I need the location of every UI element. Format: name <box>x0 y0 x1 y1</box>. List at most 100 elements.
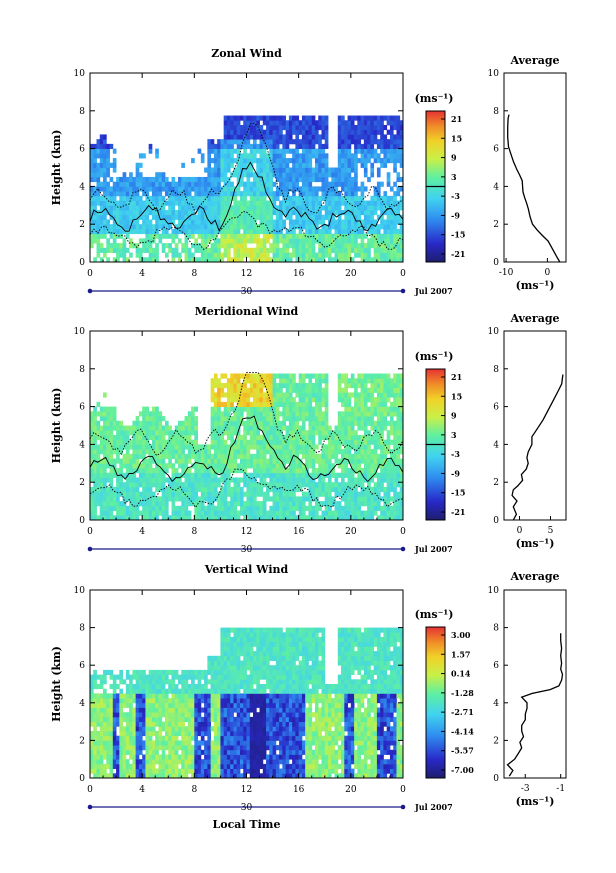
colorbar-unit: (ms⁻¹) <box>415 92 454 105</box>
day-label: 30 <box>241 803 253 813</box>
x-tick-label: 4 <box>139 269 145 279</box>
y-tick-label: 4 <box>79 182 85 192</box>
colorbar-tick-label: -15 <box>451 488 465 498</box>
avg-title: Average <box>509 54 559 67</box>
avg-y-tick-label: 2 <box>493 736 499 746</box>
avg-y-tick-label: 6 <box>493 145 499 155</box>
y-tick-label: 6 <box>79 661 85 671</box>
colorbar-tick-label: 3 <box>451 172 457 182</box>
avg-profile-line <box>507 114 561 263</box>
avg-frame <box>503 330 567 521</box>
avg-y-tick-label: 4 <box>493 182 499 192</box>
colorbar-tick-label: -3 <box>451 449 460 459</box>
y-tick-label: 2 <box>79 736 85 746</box>
month-label: Jul 2007 <box>414 286 453 296</box>
day-label: 30 <box>241 287 253 297</box>
y-tick-label: 8 <box>79 365 85 375</box>
colorbar-unit: (ms⁻¹) <box>415 608 454 621</box>
avg-y-tick-label: 4 <box>493 699 499 709</box>
month-label: Jul 2007 <box>414 544 453 554</box>
y-tick-label: 6 <box>79 403 85 413</box>
y-tick-label: 0 <box>79 516 85 526</box>
contour-0 <box>89 468 404 509</box>
y-tick-label: 10 <box>74 327 86 337</box>
avg-title: Average <box>509 312 559 325</box>
day-label: 30 <box>241 545 253 555</box>
avg-unit: (ms⁻¹) <box>516 795 555 808</box>
avg-x-tick-label: 5 <box>548 526 554 536</box>
avg-x-tick-label: 0 <box>517 526 523 536</box>
x-tick-label: 8 <box>191 785 197 795</box>
avg-y-tick-label: 8 <box>493 107 499 117</box>
colorbar-tick-label: 15 <box>451 133 462 143</box>
x-tick-label: 16 <box>293 269 305 279</box>
colorbar-unit: (ms⁻¹) <box>415 350 454 363</box>
x-axis-label: Local Time <box>213 818 281 831</box>
heatmap-cells <box>90 627 404 779</box>
y-tick-label: 10 <box>74 586 86 596</box>
x-tick-label: 20 <box>345 785 357 795</box>
avg-y-tick-label: 6 <box>493 403 499 413</box>
colorbar-tick-label: -2.71 <box>451 707 474 717</box>
x-tick-label: 16 <box>293 527 305 537</box>
x-tick-label: 0 <box>400 785 406 795</box>
avg-y-tick-label: 2 <box>493 220 499 230</box>
avg-x-tick-label: -3 <box>521 784 530 794</box>
avg-y-tick-label: 6 <box>493 661 499 671</box>
panel-title: Zonal Wind <box>211 47 282 60</box>
colorbar-tick-label: -1.28 <box>451 688 474 698</box>
colorbar-tick-label: -15 <box>451 230 465 240</box>
x-tick-label: 12 <box>241 785 252 795</box>
avg-y-tick-label: 10 <box>488 327 500 337</box>
y-tick-label: 2 <box>79 220 85 230</box>
panel-title: Vertical Wind <box>204 563 289 576</box>
colorbar-tick-label: 15 <box>451 391 462 401</box>
x-tick-label: 4 <box>139 527 145 537</box>
avg-unit: (ms⁻¹) <box>516 537 555 550</box>
month-label: Jul 2007 <box>414 802 453 812</box>
x-tick-label: 8 <box>191 269 197 279</box>
day-bar-end <box>400 804 406 810</box>
x-tick-label: 12 <box>241 269 252 279</box>
y-tick-label: 4 <box>79 699 85 709</box>
panel-title: Meridional Wind <box>195 305 299 318</box>
x-tick-label: 0 <box>87 785 93 795</box>
avg-x-tick-label: 0 <box>545 268 551 278</box>
colorbar-tick-label: 0.14 <box>451 669 471 679</box>
colorbar-tick-label: 3.00 <box>451 630 471 640</box>
x-tick-label: 0 <box>400 527 406 537</box>
x-tick-label: 0 <box>87 527 93 537</box>
y-tick-label: 0 <box>79 774 85 784</box>
avg-title: Average <box>509 570 559 583</box>
colorbar-tick-label: -21 <box>451 507 465 517</box>
colorbar-tick-label: -9 <box>451 468 460 478</box>
day-bar-end <box>400 546 406 552</box>
colorbar-tick-label: 9 <box>451 411 457 421</box>
x-tick-label: 20 <box>345 269 357 279</box>
x-tick-label: 0 <box>400 269 406 279</box>
colorbar <box>425 626 446 779</box>
y-tick-label: 4 <box>79 440 85 450</box>
y-axis-label: Height (km) <box>50 130 63 206</box>
y-tick-label: 8 <box>79 107 85 117</box>
colorbar-tick-label: 1.57 <box>451 649 470 659</box>
contour-0 <box>89 211 404 250</box>
x-tick-label: 20 <box>345 527 357 537</box>
heatmap-cells <box>90 373 404 521</box>
contour-1 <box>89 161 404 232</box>
avg-y-tick-label: 0 <box>493 258 499 268</box>
avg-y-tick-label: 2 <box>493 478 499 488</box>
x-tick-label: 12 <box>241 527 252 537</box>
contour-lines <box>89 122 404 250</box>
colorbar-tick-label: -4.14 <box>451 726 474 736</box>
avg-profile-line <box>511 374 564 521</box>
colorbar-tick-label: -3 <box>451 191 460 201</box>
y-axis-label: Height (km) <box>50 646 63 722</box>
avg-profile-line <box>506 633 564 777</box>
avg-x-tick-label: -10 <box>499 268 514 278</box>
contour-2 <box>89 372 404 457</box>
